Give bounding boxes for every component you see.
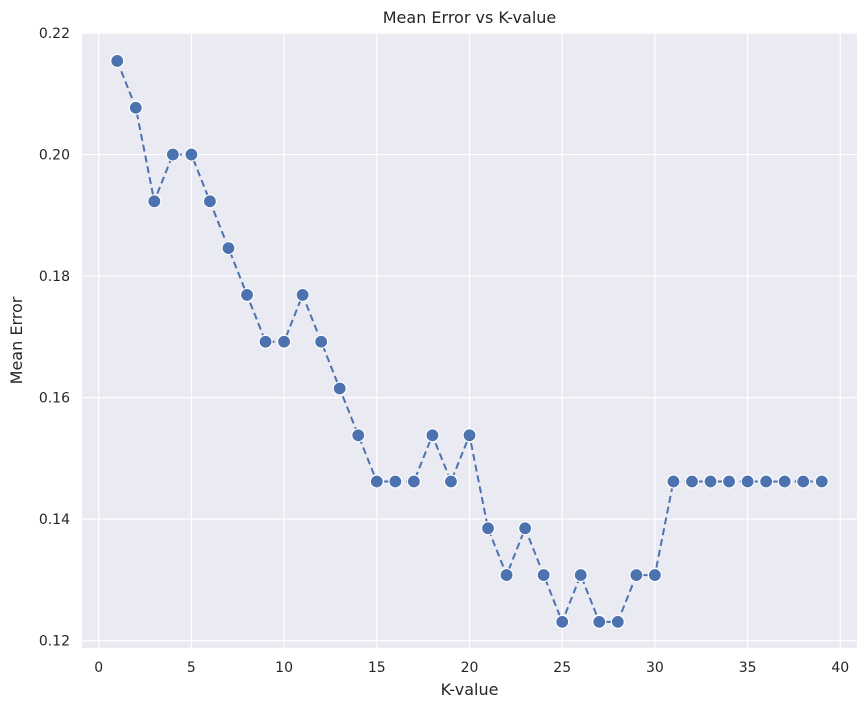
x-tick-label: 40 — [831, 660, 849, 676]
data-point — [221, 241, 236, 256]
x-tick-label: 30 — [646, 660, 664, 676]
data-point — [759, 474, 774, 489]
x-tick-label: 10 — [275, 660, 293, 676]
x-tick-label: 35 — [739, 660, 757, 676]
data-point — [703, 474, 718, 489]
y-tick-label: 0.18 — [39, 269, 70, 285]
data-point — [518, 521, 533, 536]
data-point — [796, 474, 811, 489]
data-point — [110, 53, 125, 69]
series-layer — [110, 53, 829, 629]
x-tick-labels: 0 5 10 15 20 25 30 35 40 — [94, 660, 849, 676]
data-point — [239, 287, 255, 303]
data-point — [592, 614, 607, 629]
data-point — [443, 474, 459, 489]
data-point — [351, 428, 366, 443]
chart-title: Mean Error vs K-value — [383, 8, 557, 27]
data-point — [610, 614, 625, 629]
data-point — [629, 567, 644, 583]
data-point — [740, 474, 755, 489]
data-point — [647, 567, 663, 583]
x-axis-label: K-value — [441, 680, 499, 699]
x-tick-label: 5 — [187, 660, 196, 676]
data-point — [814, 474, 829, 489]
x-tick-label: 25 — [553, 660, 571, 676]
y-axis-label: Mean Error — [7, 296, 26, 384]
x-tick-label: 20 — [461, 660, 479, 676]
data-point — [128, 100, 143, 115]
y-tick-label: 0.22 — [39, 26, 70, 42]
y-tick-label: 0.20 — [39, 148, 70, 164]
data-point — [462, 428, 477, 443]
data-point — [332, 381, 347, 396]
y-tick-label: 0.12 — [39, 634, 70, 650]
y-tick-label: 0.14 — [39, 512, 70, 528]
data-point — [369, 474, 384, 489]
data-point — [165, 147, 180, 162]
data-point — [425, 428, 440, 443]
data-point — [573, 567, 588, 583]
data-point — [406, 474, 421, 489]
data-point — [555, 614, 570, 629]
y-tick-label: 0.16 — [39, 391, 70, 407]
data-point — [536, 567, 551, 583]
data-point — [258, 334, 273, 349]
data-point — [295, 287, 310, 303]
data-point — [666, 474, 681, 489]
grid-lines — [82, 32, 857, 648]
data-point — [276, 334, 292, 349]
x-tick-label: 0 — [94, 660, 103, 676]
y-tick-labels: 0.12 0.14 0.16 0.18 0.20 0.22 — [39, 26, 70, 650]
data-point — [202, 194, 218, 209]
data-point — [684, 474, 700, 489]
data-point — [314, 334, 329, 349]
data-point — [147, 194, 162, 209]
x-tick-label: 15 — [368, 660, 386, 676]
data-point — [388, 474, 403, 489]
data-point — [480, 521, 496, 536]
data-point — [777, 474, 792, 489]
data-point — [184, 147, 199, 162]
data-point — [721, 474, 737, 489]
data-point — [499, 567, 514, 583]
